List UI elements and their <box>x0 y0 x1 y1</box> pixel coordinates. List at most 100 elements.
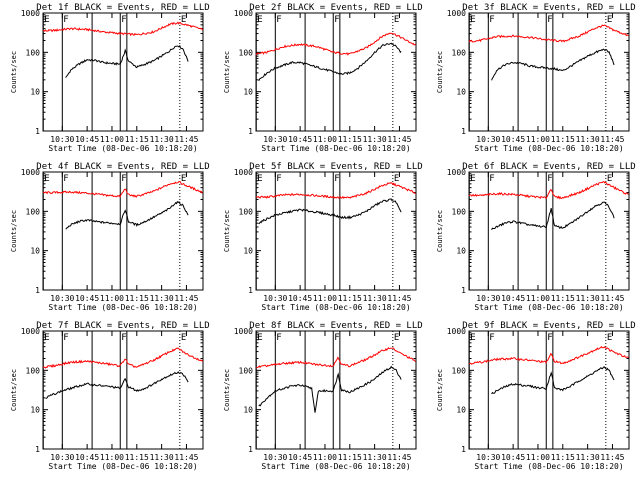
flag-label: E <box>607 174 612 184</box>
x-tick-label: 11:45 <box>387 294 411 303</box>
x-tick-label: 10:45 <box>501 294 525 303</box>
flag-label: E <box>257 15 262 25</box>
x-tick-label: 11:45 <box>387 453 411 462</box>
x-axis-label: Start Time (08-Dec-06 10:18:20) <box>261 144 410 153</box>
x-tick-label: 11:00 <box>100 294 124 303</box>
y-tick-label: 1000 <box>447 327 466 336</box>
x-tick-label: 11:00 <box>100 135 124 144</box>
x-tick-label: 11:15 <box>338 135 362 144</box>
x-tick-label: 11:00 <box>526 135 550 144</box>
lld-series-line <box>468 345 629 365</box>
flag-label: E <box>257 174 262 184</box>
x-tick-label: 11:00 <box>313 453 337 462</box>
flag-label: F <box>547 174 552 184</box>
panel-9: Det 9f BLACK = Events, RED = LLD 1 10 100 10… <box>436 321 636 471</box>
panel-6: Det 6f BLACK = Events, RED = LLD 1 10 100 10… <box>436 162 636 312</box>
y-axis-label: Counts/sec <box>223 369 231 411</box>
x-axis-label: Start Time (08-Dec-06 10:18:20) <box>474 303 623 312</box>
flag-label: E <box>257 333 262 343</box>
x-tick-label: 11:45 <box>600 135 624 144</box>
plot-frame <box>468 12 630 132</box>
x-tick-label: 10:30 <box>50 294 74 303</box>
flag-label: E <box>607 15 612 25</box>
y-tick-label: 10 <box>30 406 40 415</box>
flag-label: F <box>276 333 281 343</box>
y-tick-label: 1 <box>461 127 466 136</box>
y-tick-label: 100 <box>452 48 467 57</box>
flag-label: E <box>470 174 475 184</box>
y-axis-label: Counts/sec <box>436 369 444 411</box>
x-tick-label: 10:45 <box>75 135 99 144</box>
events-series-line <box>45 371 189 399</box>
events-series-line <box>65 44 189 78</box>
x-tick-label: 11:15 <box>125 135 149 144</box>
x-tick-label: 11:15 <box>551 453 575 462</box>
y-tick-label: 1000 <box>234 168 253 177</box>
y-tick-label: 1000 <box>21 327 40 336</box>
x-tick-label: 10:30 <box>476 453 500 462</box>
y-tick-label: 1 <box>248 286 253 295</box>
x-axis-label: Start Time (08-Dec-06 10:18:20) <box>48 144 197 153</box>
plot-frame <box>468 330 630 450</box>
y-tick-label: 100 <box>239 366 254 375</box>
lld-series-line <box>468 181 629 200</box>
events-series-line <box>491 366 615 395</box>
panel-1: Det 1f BLACK = Events, RED = LLD 1 10 100 10… <box>10 3 210 153</box>
flag-label: F <box>63 15 68 25</box>
x-tick-label: 11:45 <box>387 135 411 144</box>
y-tick-label: 10 <box>243 406 253 415</box>
flag-label: E <box>470 333 475 343</box>
y-tick-label: 1 <box>461 445 466 454</box>
x-tick-label: 11:00 <box>100 453 124 462</box>
y-tick-label: 1 <box>461 286 466 295</box>
y-tick-label: 1 <box>35 286 40 295</box>
x-tick-label: 11:15 <box>125 453 149 462</box>
x-tick-label: 11:30 <box>363 453 387 462</box>
flag-label: E <box>181 15 186 25</box>
y-tick-label: 1000 <box>234 9 253 18</box>
y-tick-label: 10 <box>456 247 466 256</box>
y-tick-label: 100 <box>452 207 467 216</box>
lld-series-line <box>42 180 203 199</box>
x-tick-label: 10:45 <box>288 453 312 462</box>
plot-frame <box>42 12 204 132</box>
panel-title: Det 8f BLACK = Events, RED = LLD <box>249 321 422 331</box>
flag-label: F <box>489 15 494 25</box>
x-tick-label: 11:15 <box>338 453 362 462</box>
panel-4: Det 4f BLACK = Events, RED = LLD 1 10 100 10… <box>10 162 210 312</box>
x-tick-label: 11:00 <box>526 453 550 462</box>
plot-frame <box>255 171 417 291</box>
y-axis-label: Counts/sec <box>10 369 18 411</box>
flag-label: E <box>394 174 399 184</box>
x-axis-label: Start Time (08-Dec-06 10:18:20) <box>48 303 197 312</box>
y-tick-label: 100 <box>26 207 41 216</box>
y-axis-label: Counts/sec <box>10 51 18 93</box>
x-tick-label: 10:45 <box>288 294 312 303</box>
panel-title: Det 9f BLACK = Events, RED = LLD <box>462 321 635 331</box>
flag-label: F <box>334 333 339 343</box>
events-series-line <box>491 48 615 81</box>
x-tick-label: 11:15 <box>125 294 149 303</box>
y-axis-label: Counts/sec <box>223 210 231 252</box>
x-tick-label: 11:45 <box>600 294 624 303</box>
flag-label: E <box>181 174 186 184</box>
x-axis-label: Start Time (08-Dec-06 10:18:20) <box>261 462 410 471</box>
panel-8: Det 8f BLACK = Events, RED = LLD 1 10 100 10… <box>223 321 423 471</box>
x-tick-label: 11:45 <box>174 294 198 303</box>
y-tick-label: 1 <box>248 127 253 136</box>
plot-frame <box>42 171 204 291</box>
y-tick-label: 1 <box>35 127 40 136</box>
y-tick-label: 10 <box>456 88 466 97</box>
y-tick-label: 1000 <box>21 168 40 177</box>
x-tick-label: 10:30 <box>263 135 287 144</box>
x-tick-label: 11:30 <box>150 294 174 303</box>
x-axis-label: Start Time (08-Dec-06 10:18:20) <box>48 462 197 471</box>
y-tick-label: 100 <box>452 366 467 375</box>
x-tick-label: 11:30 <box>363 135 387 144</box>
lld-series-line <box>255 32 416 56</box>
flag-label: F <box>489 333 494 343</box>
flag-label: F <box>121 174 126 184</box>
x-tick-label: 10:30 <box>476 294 500 303</box>
x-tick-label: 10:30 <box>263 294 287 303</box>
